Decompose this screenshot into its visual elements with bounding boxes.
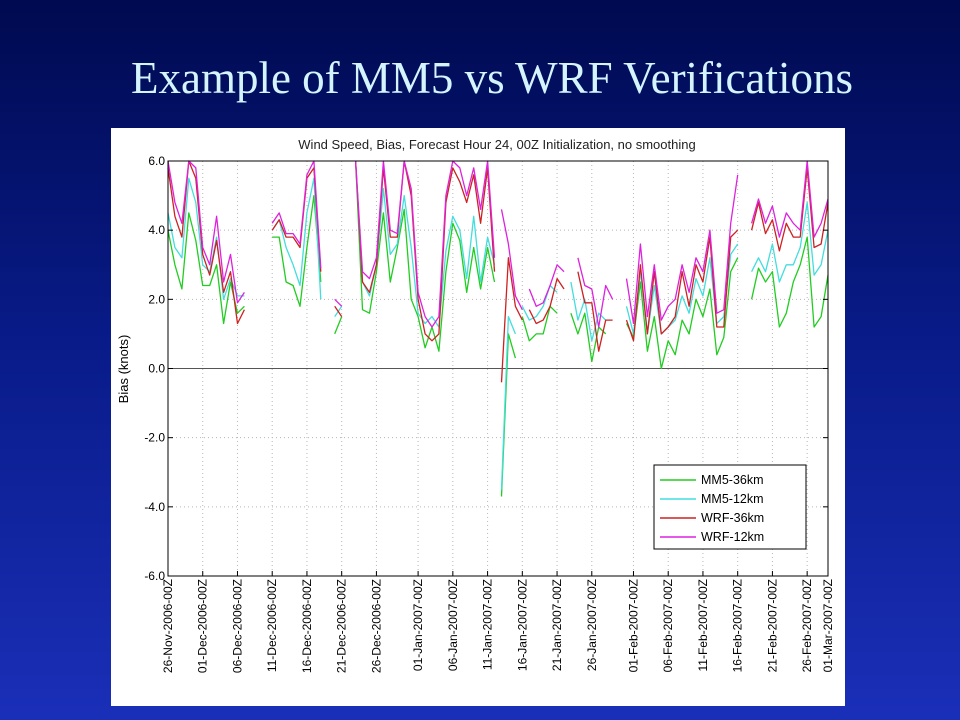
series-line-segment	[521, 284, 558, 321]
x-tick-label: 11-Jan-2007-00Z	[481, 579, 495, 670]
series-line-segment	[500, 315, 517, 490]
series-line-segment	[500, 257, 523, 383]
x-tick-label: 21-Jan-2007-00Z	[550, 579, 564, 671]
y-tick-label: 4.0	[148, 223, 165, 237]
x-tick-label: 11-Dec-2006-00Z	[265, 579, 279, 672]
x-tick-label: 26-Dec-2006-00Z	[369, 579, 383, 673]
series-line-segment	[354, 160, 496, 352]
series-line-segment	[521, 305, 558, 342]
series-line-segment	[577, 271, 613, 352]
y-axis-label: Bias (knots)	[116, 335, 131, 404]
chart-panel: Wind Speed, Bias, Forecast Hour 24, 00Z …	[111, 128, 845, 706]
x-tick-label: 21-Dec-2006-00Z	[335, 579, 349, 673]
series-line-segment	[570, 312, 607, 363]
x-tick-label: 11-Feb-2007-00Z	[696, 579, 710, 672]
series-line-segment	[500, 333, 517, 497]
legend-label: MM5-36km	[701, 473, 764, 487]
y-tick-label: -4.0	[144, 500, 165, 514]
wind-speed-bias-chart: Wind Speed, Bias, Forecast Hour 24, 00Z …	[116, 137, 835, 673]
x-tick-label: 16-Feb-2007-00Z	[731, 579, 745, 672]
series-line-segment	[500, 209, 523, 310]
x-tick-label: 21-Feb-2007-00Z	[765, 579, 779, 672]
series-WRF-12km	[167, 160, 829, 328]
series-line-segment	[625, 229, 739, 342]
legend: MM5-36km MM5-12km WRF-36km WRF-12km	[653, 464, 807, 550]
x-tick-label: 06-Feb-2007-00Z	[661, 579, 675, 672]
x-tick-label: 16-Dec-2006-00Z	[300, 579, 314, 673]
x-tick-label: 26-Feb-2007-00Z	[800, 579, 814, 672]
series-line-segment	[271, 160, 322, 269]
legend-label: WRF-36km	[701, 511, 764, 525]
series-line-segment	[625, 257, 739, 370]
legend-label: MM5-12km	[701, 492, 764, 506]
x-tick-label: 01-Feb-2007-00Z	[626, 579, 640, 672]
series-line-segment	[750, 160, 829, 238]
series-line-segment	[334, 316, 343, 335]
grid-layer	[167, 160, 829, 577]
y-tick-label: 6.0	[148, 154, 165, 168]
chart-title: Wind Speed, Bias, Forecast Hour 24, 00Z …	[298, 137, 695, 152]
x-tick-label: 01-Jan-2007-00Z	[411, 579, 425, 671]
x-tick-label: 06-Jan-2007-00Z	[446, 579, 460, 671]
series-line-segment	[570, 281, 607, 342]
legend-box	[653, 464, 807, 550]
y-tick-label: 0.0	[148, 362, 165, 376]
series-MM5-12km	[167, 160, 829, 490]
legend-label: WRF-12km	[701, 530, 764, 544]
axes-frame	[167, 160, 829, 577]
x-tick-label: 01-Mar-2007-00Z	[821, 579, 835, 672]
series-layer	[167, 160, 829, 497]
y-tick-label: -6.0	[144, 569, 165, 583]
series-line-segment	[751, 201, 829, 283]
series-line-segment	[334, 305, 343, 317]
x-tick-label: 01-Dec-2006-00Z	[196, 579, 210, 673]
series-line-segment	[625, 174, 739, 325]
x-tick-label: 26-Nov-2006-00Z	[161, 579, 175, 673]
series-line-segment	[272, 194, 322, 307]
series-MM5-36km	[167, 160, 829, 497]
series-line-segment	[354, 160, 496, 328]
series-line-segment	[750, 236, 829, 328]
slide-title: Example of MM5 vs WRF Verifications	[130, 53, 854, 103]
series-line-segment	[334, 298, 343, 307]
x-tick-label: 26-Jan-2007-00Z	[585, 579, 599, 671]
y-tick-label: 2.0	[148, 292, 165, 306]
series-line-segment	[167, 160, 245, 325]
series-line-segment	[167, 160, 245, 304]
y-tick-label: -2.0	[144, 431, 165, 445]
series-line-segment	[167, 212, 245, 325]
series-line-segment	[750, 167, 829, 252]
series-line-segment	[528, 264, 565, 307]
x-tick-label: 06-Dec-2006-00Z	[230, 579, 244, 673]
series-line-segment	[528, 277, 565, 325]
axes-layer: -6.0 -4.0 -2.0 0.0 2.0 4.0 6.0 26-Nov-2006-00Z 0…	[144, 154, 835, 673]
series-line-segment	[271, 167, 322, 272]
x-tick-label: 16-Jan-2007-00Z	[515, 579, 529, 671]
series-line-segment	[577, 257, 614, 328]
